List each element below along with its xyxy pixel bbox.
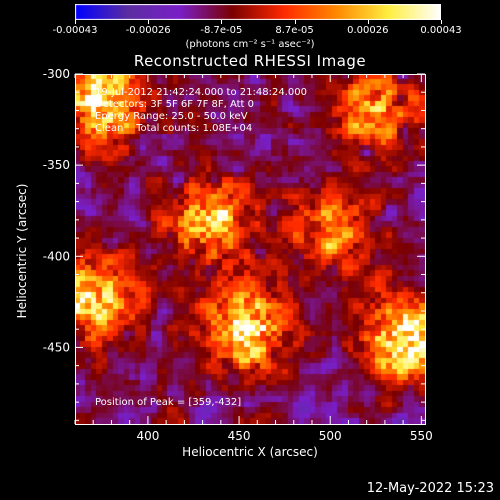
peak-position-label: Position of Peak = [359,-432] xyxy=(95,397,242,408)
chart-title: Reconstructed RHESSI Image xyxy=(133,52,367,70)
x-tick-label: 550 xyxy=(410,429,433,443)
colorbar-tick-mark xyxy=(367,20,369,24)
x-tick-label: 400 xyxy=(136,429,159,443)
plot-frame xyxy=(75,74,426,425)
y-tick-label: -450 xyxy=(43,340,70,354)
colorbar-tick-label: -0.00043 xyxy=(52,25,98,36)
colorbar-unit-label: (photons cm⁻² s⁻¹ asec⁻²) xyxy=(185,39,315,50)
colorbar-tick-mark xyxy=(441,20,442,24)
y-axis-label: Heliocentric Y (arcsec) xyxy=(15,183,29,319)
colorbar-tick-mark xyxy=(221,20,223,24)
info-line-time: 19-Jul-2012 21:42:24.000 to 21:48:24.000 xyxy=(95,87,307,98)
x-tick-label: 500 xyxy=(319,429,342,443)
y-tick-label: -400 xyxy=(43,249,70,263)
info-line-energy: Energy Range: 25.0 - 50.0 keV xyxy=(95,111,248,122)
heatmap-image xyxy=(75,74,425,424)
colorbar-tick-mark xyxy=(148,20,150,24)
y-tick-label: -300 xyxy=(43,67,70,81)
info-line-detectors: Detectors: 3F 5F 6F 7F 8F, Att 0 xyxy=(95,99,255,110)
colorbar-tick-mark xyxy=(294,20,296,24)
colorbar-tick-label: -0.00026 xyxy=(125,25,171,36)
y-tick-label: -350 xyxy=(43,158,70,172)
print-timestamp: 12-May-2022 15:23 xyxy=(366,481,494,496)
x-tick-label: 450 xyxy=(228,429,251,443)
colorbar-tick-label: 0.00043 xyxy=(420,25,462,36)
colorbar-tick-label: 0.00026 xyxy=(347,25,389,36)
colorbar-tick-label: 8.7e-05 xyxy=(275,25,314,36)
colorbar-tick-mark xyxy=(75,20,76,24)
colorbar xyxy=(75,4,441,20)
colorbar-tick-label: -8.7e-05 xyxy=(200,25,243,36)
x-axis-label: Heliocentric X (arcsec) xyxy=(182,445,318,459)
info-line-counts: Clean Total counts: 1.08E+04 xyxy=(95,123,253,134)
